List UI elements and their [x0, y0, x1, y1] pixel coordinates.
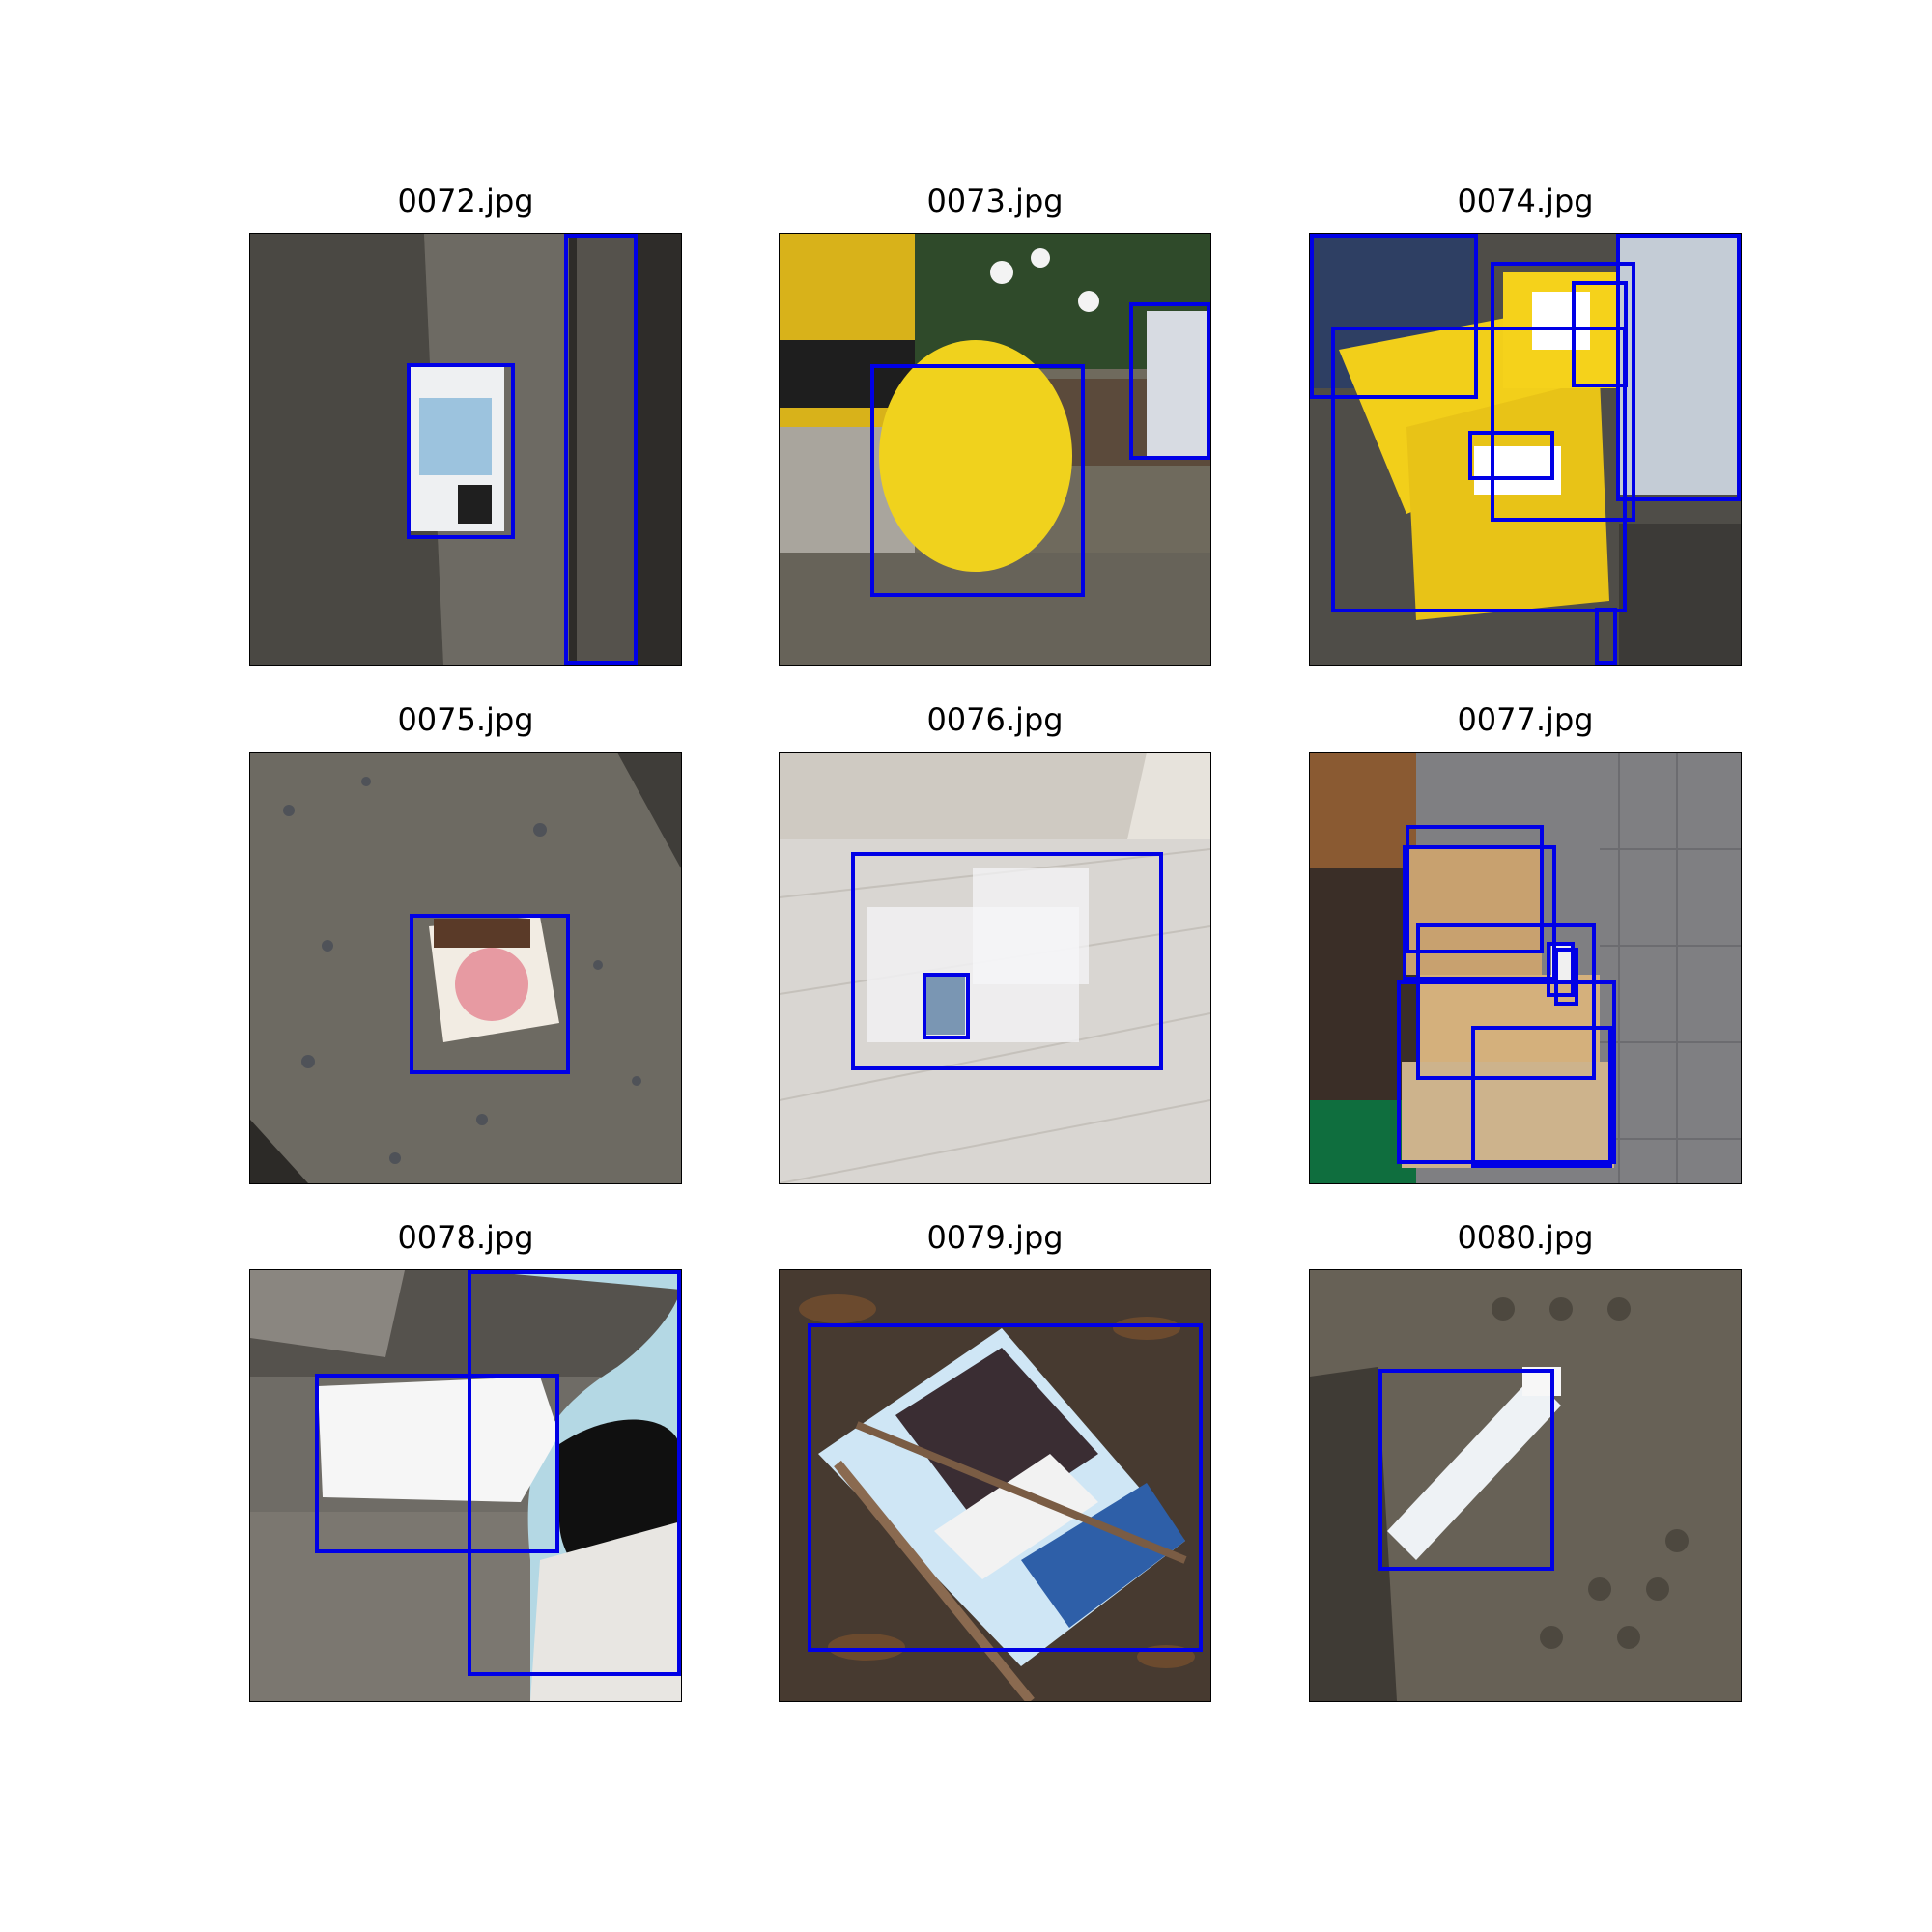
image-frame [1309, 752, 1742, 1184]
trash-photo [780, 753, 1210, 1183]
image-frame [249, 1269, 682, 1702]
bounding-box [923, 973, 970, 1039]
bounding-box [1547, 942, 1575, 997]
bounding-box [407, 363, 515, 539]
bounding-box [1397, 980, 1616, 1164]
image-frame [779, 1269, 1211, 1702]
bounding-box [1403, 845, 1556, 980]
bounding-box [1468, 431, 1554, 480]
image-frame [1309, 1269, 1742, 1702]
trash-photo [780, 1270, 1210, 1701]
trash-photo [250, 1270, 681, 1701]
bounding-box [564, 234, 638, 665]
bounding-box [1310, 234, 1478, 399]
image-title: 0073.jpg [926, 183, 1064, 219]
bounding-box [1406, 825, 1544, 953]
bounding-box [870, 364, 1085, 597]
image-frame [249, 752, 682, 1184]
bounding-box [1491, 262, 1635, 522]
bounding-box [1416, 923, 1596, 1080]
bounding-box [1331, 327, 1627, 612]
trash-photo [1310, 1270, 1741, 1701]
image-title: 0076.jpg [926, 701, 1064, 738]
trash-photo [250, 234, 681, 665]
image-title: 0080.jpg [1457, 1219, 1594, 1256]
bounding-box [1471, 1026, 1612, 1168]
bounding-box [315, 1374, 559, 1553]
bounding-box [1554, 948, 1578, 1006]
image-frame [1309, 233, 1742, 666]
image-frame [779, 233, 1211, 666]
bounding-box [410, 914, 570, 1074]
bounding-box [1378, 1369, 1554, 1571]
image-title: 0079.jpg [926, 1219, 1064, 1256]
bounding-box [1595, 608, 1617, 665]
bounding-box [851, 852, 1163, 1070]
trash-photo [250, 753, 681, 1183]
trash-photo [1310, 234, 1741, 665]
image-title: 0075.jpg [397, 701, 534, 738]
image-frame [249, 233, 682, 666]
image-frame [779, 752, 1211, 1184]
image-title: 0078.jpg [397, 1219, 534, 1256]
image-title: 0072.jpg [397, 183, 534, 219]
image-title: 0074.jpg [1457, 183, 1594, 219]
bounding-box [1616, 234, 1741, 501]
bounding-box [808, 1323, 1203, 1652]
bounding-box [1572, 281, 1628, 387]
image-title: 0077.jpg [1457, 701, 1594, 738]
bounding-box [468, 1270, 681, 1676]
bounding-box [1129, 302, 1210, 460]
trash-photo [1310, 753, 1741, 1183]
